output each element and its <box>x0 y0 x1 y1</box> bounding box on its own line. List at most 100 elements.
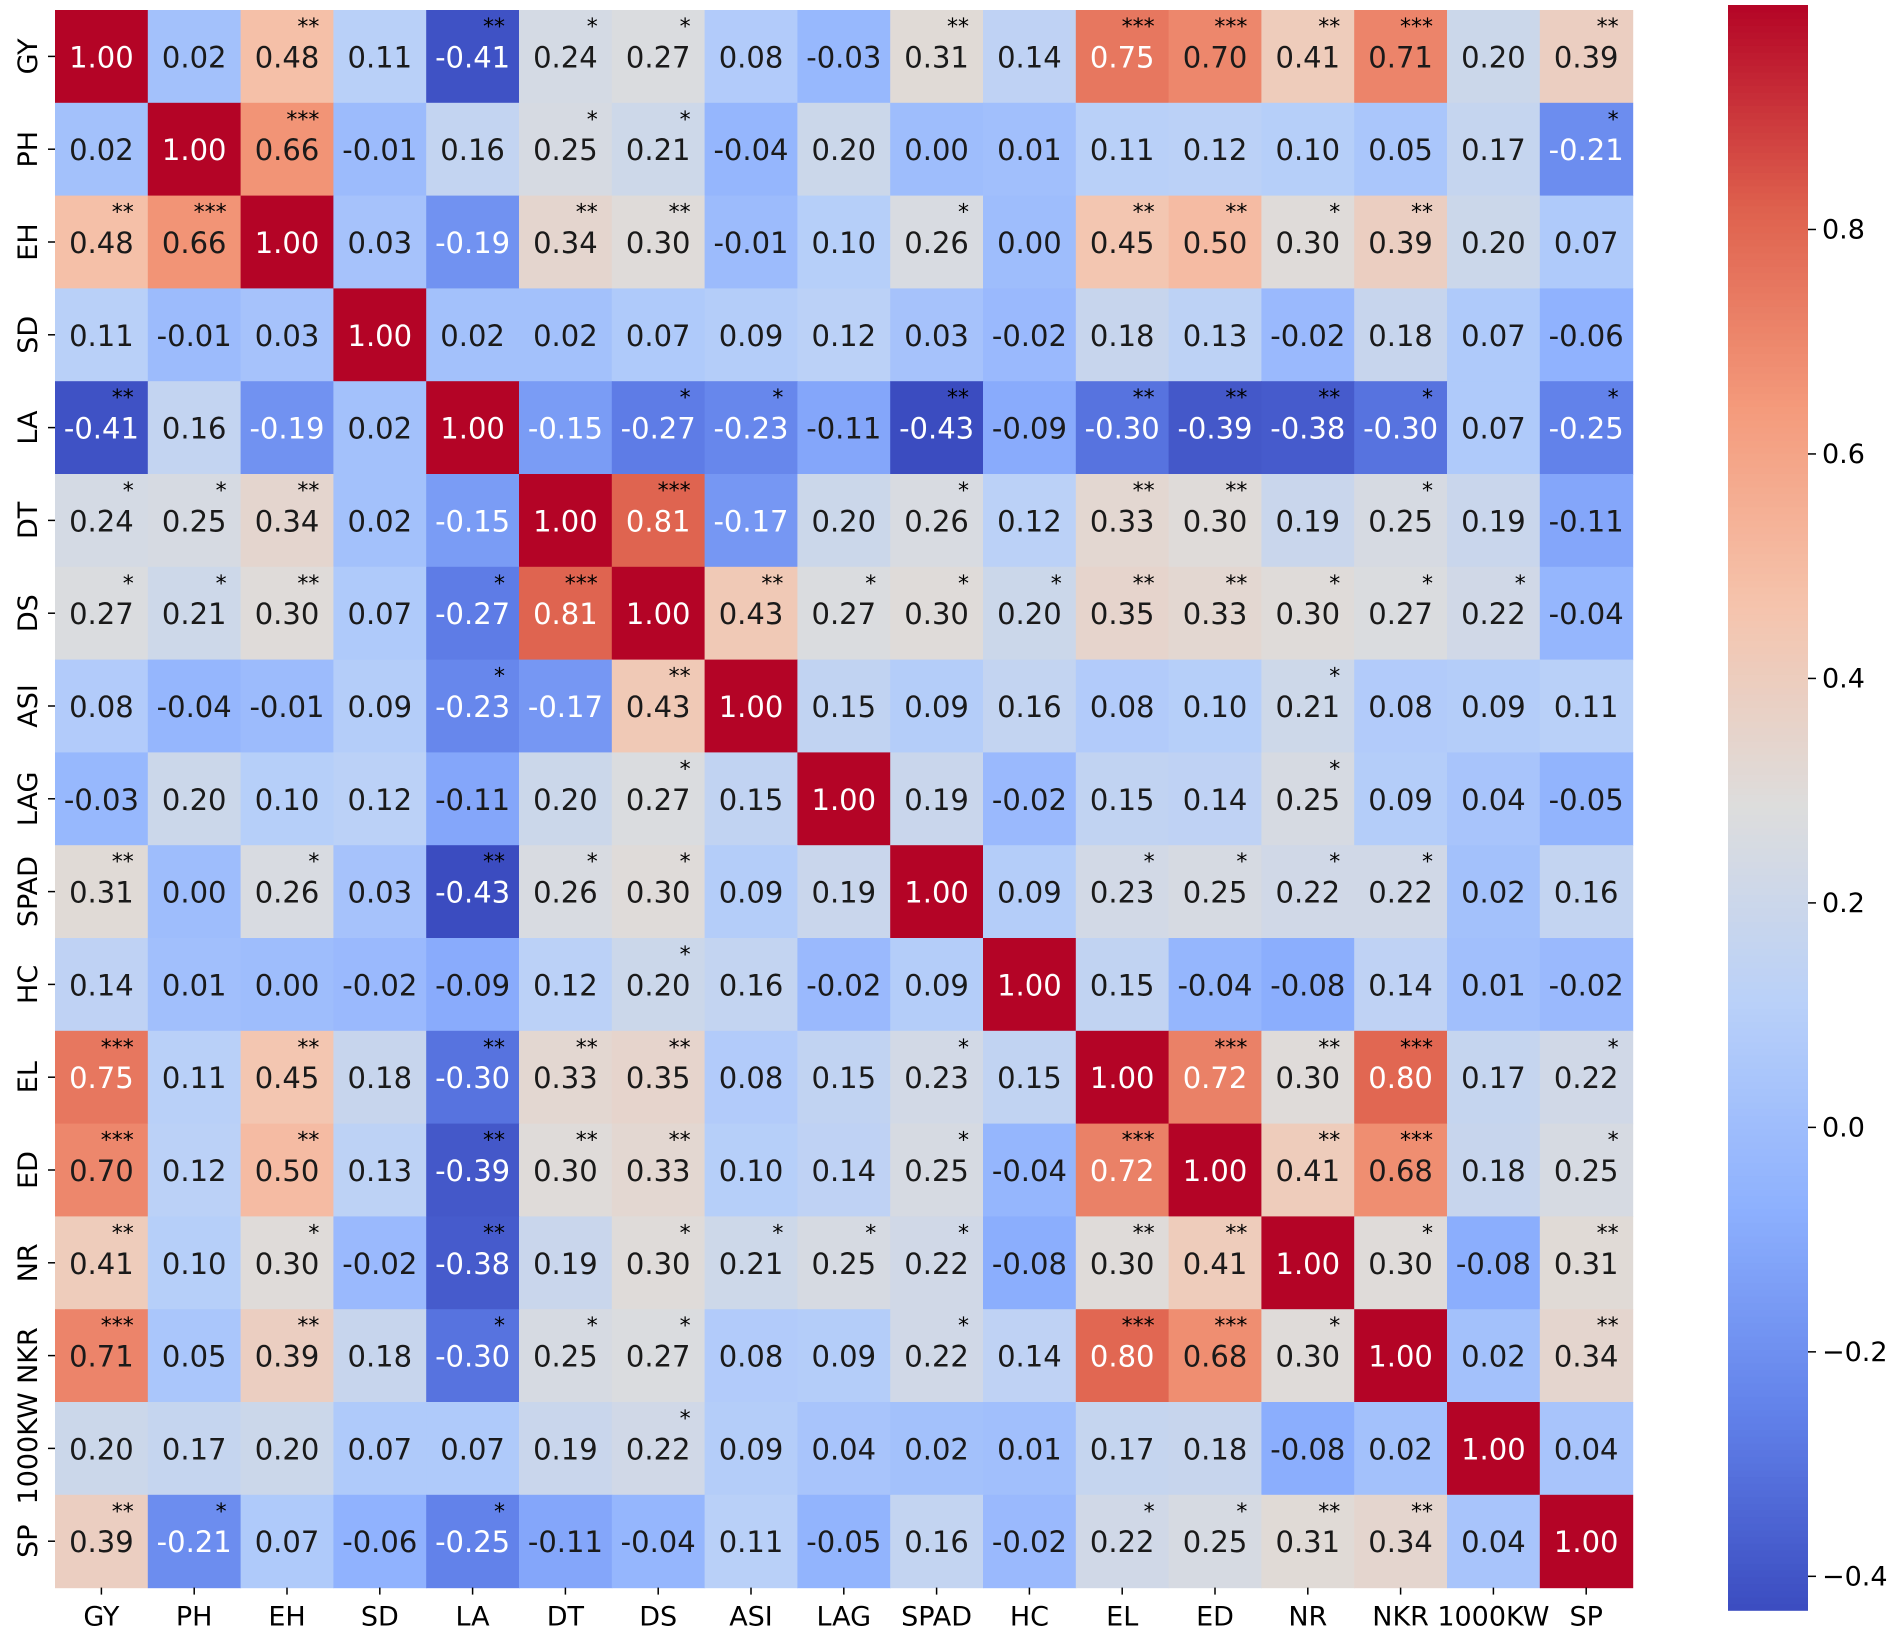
colorbar-segment <box>1728 172 1808 180</box>
cell-value-label: 0.03 <box>348 876 413 910</box>
cell-value-label: 0.11 <box>1090 133 1155 167</box>
heatmap-cell <box>1168 566 1262 661</box>
heatmap-cell <box>1447 938 1541 1032</box>
heatmap-cell <box>890 381 984 475</box>
significance-marker: * <box>1422 850 1433 875</box>
colorbar-segment <box>1728 647 1808 655</box>
heatmap-cell <box>55 1494 149 1589</box>
heatmap-cell <box>1075 10 1170 104</box>
colorbar-segment <box>1728 453 1808 461</box>
colorbar-segment <box>1728 586 1808 595</box>
cell-value-label: 0.30 <box>255 1247 320 1281</box>
heatmap-cell <box>147 1030 242 1125</box>
colorbar-segment <box>1728 1275 1808 1284</box>
cell-value-label: 0.50 <box>1183 226 1248 260</box>
cell-value-label: 0.14 <box>997 1340 1062 1374</box>
colorbar-segment <box>1728 205 1808 214</box>
cell-value-label: 0.68 <box>1183 1340 1248 1374</box>
cell-value-label: 0.27 <box>626 783 691 817</box>
cell-value-label: 0.02 <box>348 412 413 446</box>
heatmap-cell <box>704 1030 798 1125</box>
heatmap-cell <box>983 1402 1077 1496</box>
significance-marker: * <box>216 572 227 597</box>
cell-value-label: -0.05 <box>1549 783 1624 817</box>
cell-value-label: 0.20 <box>1461 40 1526 74</box>
cell-value-label: 0.20 <box>255 1432 320 1466</box>
heatmap-cell <box>426 659 520 753</box>
colorbar-segment <box>1728 1596 1808 1605</box>
cell-value-label: 0.01 <box>162 968 227 1002</box>
cell-value-label: -0.11 <box>435 783 510 817</box>
colorbar-segment <box>1728 1088 1808 1096</box>
significance-marker: ** <box>1597 15 1619 40</box>
colorbar-segment <box>1728 754 1808 762</box>
heatmap-cell <box>1168 10 1262 104</box>
heatmap-cell <box>426 1216 520 1310</box>
y-tick-label: EL <box>13 1061 44 1093</box>
x-tick-label: LA <box>456 1602 491 1632</box>
cell-value-label: 0.18 <box>348 1061 413 1095</box>
colorbar-segment <box>1728 1322 1808 1330</box>
colorbar-segment <box>1728 78 1808 87</box>
heatmap-cell <box>1539 288 1634 382</box>
colorbar-segment <box>1728 1061 1808 1070</box>
heatmap-cell <box>1075 1402 1170 1496</box>
significance-marker: *** <box>658 479 691 504</box>
cell-value-label: 0.39 <box>1368 226 1433 260</box>
cell-value-label: 0.41 <box>69 1247 134 1281</box>
significance-marker: ** <box>483 15 505 40</box>
cell-value-label: 0.01 <box>997 133 1062 167</box>
heatmap-cell <box>1354 1494 1448 1589</box>
significance-marker: ** <box>1318 386 1340 411</box>
heatmap-cell <box>1354 659 1448 753</box>
cell-value-label: -0.09 <box>435 968 510 1002</box>
colorbar-segment <box>1728 1148 1808 1157</box>
heatmap-cell <box>240 10 334 104</box>
cell-value-label: 0.17 <box>1090 1432 1155 1466</box>
heatmap-cell <box>1539 1216 1634 1310</box>
cell-value-label: 0.16 <box>997 690 1062 724</box>
colorbar-segment <box>1728 1108 1808 1116</box>
y-tick-label: NKR <box>13 1327 44 1384</box>
colorbar-segment <box>1728 433 1808 441</box>
colorbar-segment <box>1728 245 1808 254</box>
cell-value-label: 0.20 <box>812 504 877 538</box>
colorbar-segment <box>1728 138 1808 147</box>
heatmap-cell <box>240 566 334 661</box>
colorbar-segment <box>1728 974 1808 983</box>
significance-marker: * <box>1608 386 1619 411</box>
cell-value-label: -0.19 <box>249 412 324 446</box>
heatmap-cell <box>890 752 984 846</box>
colorbar-segment <box>1728 71 1808 80</box>
heatmap-cell <box>147 10 242 104</box>
cell-value-label: 0.33 <box>1090 504 1155 538</box>
cell-value-label: 1.00 <box>69 40 134 74</box>
heatmap-cell <box>983 1309 1077 1403</box>
cell-value-label: 0.10 <box>255 783 320 817</box>
colorbar-segment <box>1728 406 1808 414</box>
significance-marker: * <box>865 572 876 597</box>
heatmap-cell <box>1168 1030 1262 1125</box>
heatmap-cell <box>1168 288 1262 382</box>
heatmap-cell <box>1354 752 1448 846</box>
colorbar-segment <box>1728 941 1808 949</box>
significance-marker: * <box>1422 479 1433 504</box>
colorbar-segment <box>1728 1549 1808 1558</box>
colorbar-segment <box>1728 867 1808 876</box>
cell-value-label: 0.18 <box>1090 319 1155 353</box>
cell-value-label: 0.66 <box>162 226 227 260</box>
colorbar-segment <box>1728 1523 1808 1531</box>
colorbar-segment <box>1728 152 1808 160</box>
colorbar-segment <box>1728 279 1808 287</box>
cell-value-label: -0.17 <box>528 690 603 724</box>
cell-value-label: 0.33 <box>1183 597 1248 631</box>
cell-value-label: -0.05 <box>806 1525 881 1559</box>
heatmap-cell <box>519 474 613 568</box>
heatmap-cell <box>519 1402 613 1496</box>
colorbar-segment <box>1728 827 1808 836</box>
colorbar-segment <box>1728 326 1808 334</box>
cell-value-label: 0.68 <box>1368 1154 1433 1188</box>
cell-value-label: 0.16 <box>1554 876 1619 910</box>
colorbar-segment <box>1728 239 1808 247</box>
colorbar-segment <box>1728 774 1808 782</box>
